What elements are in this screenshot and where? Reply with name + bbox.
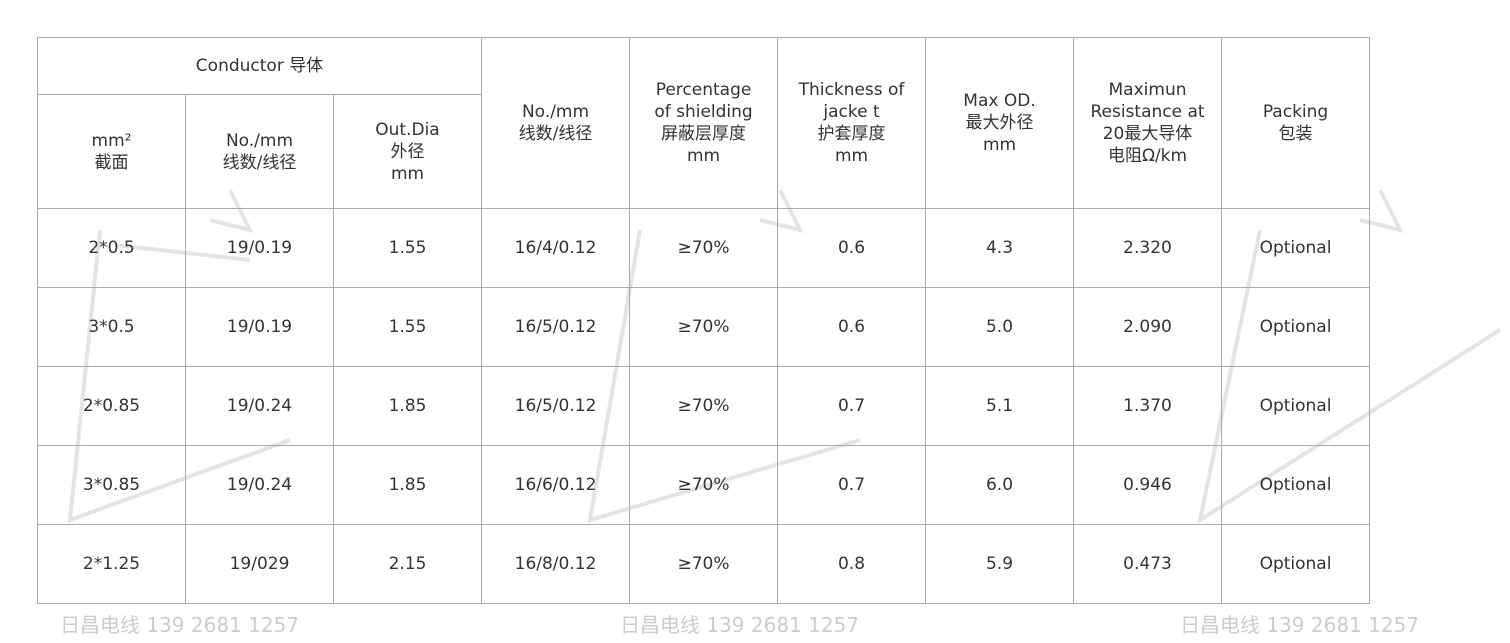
- cell-resistance: 1.370: [1073, 366, 1223, 446]
- cell-conductor-strand: 19/029: [185, 524, 334, 604]
- cell-max-od: 4.3: [925, 208, 1075, 288]
- cell-cross-section: 2*1.25: [37, 524, 186, 604]
- header-strand: No./mm 线数/线径: [481, 37, 631, 209]
- cell-packing: Optional: [1221, 287, 1371, 367]
- cell-conductor-strand: 19/0.19: [185, 208, 334, 288]
- header-max-od: Max OD. 最大外径 mm: [925, 37, 1075, 209]
- header-conductor-strand: No./mm 线数/线径: [185, 94, 334, 209]
- cell-out-dia: 1.55: [332, 208, 483, 288]
- cell-strand: 16/5/0.12: [481, 287, 631, 367]
- cell-packing: Optional: [1221, 366, 1371, 446]
- header-out-dia: Out.Dia 外径 mm: [332, 94, 483, 209]
- cell-shielding: ≥70%: [629, 524, 779, 604]
- cell-resistance: 0.946: [1073, 445, 1223, 525]
- cell-max-od: 6.0: [925, 445, 1075, 525]
- cell-shielding: ≥70%: [629, 366, 779, 446]
- header-jacket-thickness: Thickness of jacke t 护套厚度 mm: [777, 37, 927, 209]
- cell-out-dia: 1.55: [332, 287, 483, 367]
- cell-jacket-thickness: 0.7: [777, 366, 927, 446]
- cell-shielding: ≥70%: [629, 445, 779, 525]
- cell-conductor-strand: 19/0.19: [185, 287, 334, 367]
- cell-max-od: 5.1: [925, 366, 1075, 446]
- cell-jacket-thickness: 0.8: [777, 524, 927, 604]
- cell-strand: 16/4/0.12: [481, 208, 631, 288]
- table-row: 2*0.85 19/0.24 1.85 16/5/0.12 ≥70% 0.7 5.1 1.37…: [37, 366, 1471, 446]
- watermark-text: 日昌电线 139 2681 1257: [620, 613, 860, 637]
- cell-packing: Optional: [1221, 208, 1371, 288]
- cell-resistance: 2.090: [1073, 287, 1223, 367]
- cell-strand: 16/6/0.12: [481, 445, 631, 525]
- header-cross-section: mm² 截面: [37, 94, 186, 209]
- table-row: 2*0.5 19/0.19 1.55 16/4/0.12 ≥70% 0.6 4.3 2.320…: [37, 208, 1471, 288]
- cell-cross-section: 3*0.5: [37, 287, 186, 367]
- table-row: 3*0.85 19/0.24 1.85 16/6/0.12 ≥70% 0.7 6.0 0.94…: [37, 445, 1471, 525]
- watermark-text: 日昌电线 139 2681 1257: [60, 613, 300, 637]
- header-packing: Packing 包装: [1221, 37, 1371, 209]
- table-row: 2*1.25 19/029 2.15 16/8/0.12 ≥70% 0.8 5.9 0.473…: [37, 524, 1471, 604]
- spec-table: Conductor 导体 No./mm 线数/线径 Percentage of …: [36, 37, 1471, 604]
- cell-resistance: 0.473: [1073, 524, 1223, 604]
- header-resistance: Maximun Resistance at 20最大导体 电阻Ω/km: [1073, 37, 1223, 209]
- cell-out-dia: 2.15: [332, 524, 483, 604]
- cell-out-dia: 1.85: [332, 445, 483, 525]
- watermark-text: 日昌电线 139 2681 1257: [1180, 613, 1420, 637]
- cell-packing: Optional: [1221, 524, 1371, 604]
- cell-jacket-thickness: 0.6: [777, 287, 927, 367]
- cell-cross-section: 2*0.5: [37, 208, 186, 288]
- cell-conductor-strand: 19/0.24: [185, 366, 334, 446]
- cell-packing: Optional: [1221, 445, 1371, 525]
- cell-shielding: ≥70%: [629, 208, 779, 288]
- cell-cross-section: 3*0.85: [37, 445, 186, 525]
- table-row: 3*0.5 19/0.19 1.55 16/5/0.12 ≥70% 0.6 5.0 2.090…: [37, 287, 1471, 367]
- header-shielding: Percentage of shielding 屏蔽层厚度 mm: [629, 37, 779, 209]
- header-conductor: Conductor 导体: [36, 37, 483, 95]
- cell-strand: 16/5/0.12: [481, 366, 631, 446]
- cell-jacket-thickness: 0.6: [777, 208, 927, 288]
- cell-resistance: 2.320: [1073, 208, 1223, 288]
- cell-shielding: ≥70%: [629, 287, 779, 367]
- cell-max-od: 5.0: [925, 287, 1075, 367]
- cell-cross-section: 2*0.85: [37, 366, 186, 446]
- cell-strand: 16/8/0.12: [481, 524, 631, 604]
- cell-out-dia: 1.85: [332, 366, 483, 446]
- cell-max-od: 5.9: [925, 524, 1075, 604]
- cell-jacket-thickness: 0.7: [777, 445, 927, 525]
- cell-conductor-strand: 19/0.24: [185, 445, 334, 525]
